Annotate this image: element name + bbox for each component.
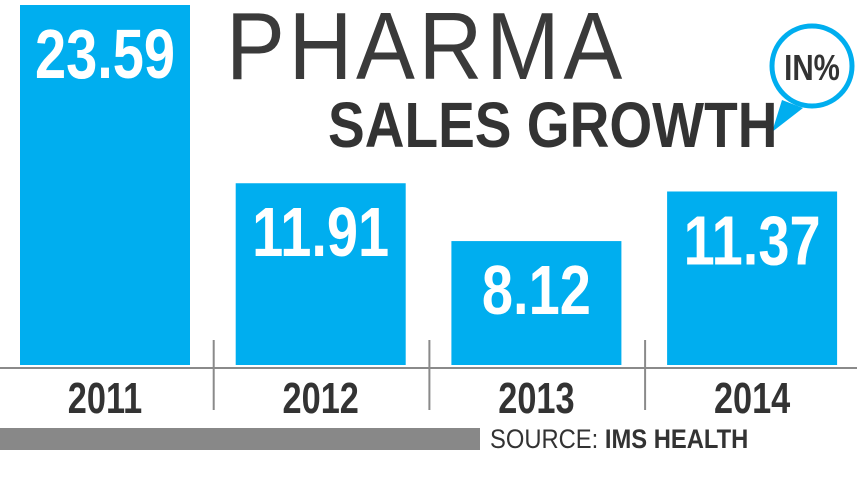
tick-label: 2014 xyxy=(714,374,790,423)
tick-label: 2011 xyxy=(68,374,142,423)
source-label: SOURCE: xyxy=(490,424,599,454)
chart-subtitle: SALES GROWTH xyxy=(328,89,778,161)
value-label: 11.91 xyxy=(252,194,389,271)
unit-badge: IN% xyxy=(769,23,855,132)
bar-2011 xyxy=(20,5,190,365)
tick-label: 2012 xyxy=(283,374,359,423)
bar-2014 xyxy=(667,191,838,365)
bar-2012 xyxy=(235,183,406,365)
source-credit: SOURCE: IMS HEALTH xyxy=(490,424,748,455)
tick-label: 2013 xyxy=(498,374,574,423)
value-label: 23.59 xyxy=(35,16,175,93)
bar-2013 xyxy=(451,241,622,365)
chart-title: PHARMA xyxy=(226,0,626,100)
source-name: IMS HEALTH xyxy=(604,424,749,454)
unit-badge-text: IN% xyxy=(784,47,840,87)
value-label: 11.37 xyxy=(684,203,821,280)
source-bar xyxy=(0,428,480,450)
value-label: 8.12 xyxy=(482,252,591,329)
